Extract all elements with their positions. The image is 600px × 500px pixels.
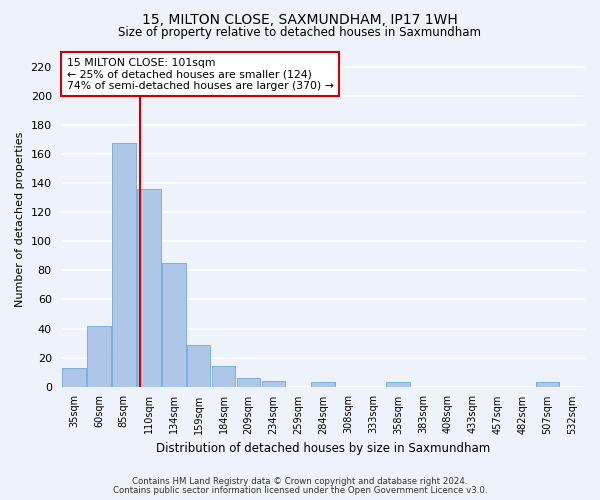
Bar — [137, 189, 161, 386]
Bar — [536, 382, 559, 386]
Bar — [262, 381, 285, 386]
Text: Size of property relative to detached houses in Saxmundham: Size of property relative to detached ho… — [119, 26, 482, 39]
Bar — [236, 378, 260, 386]
Text: 15 MILTON CLOSE: 101sqm
← 25% of detached houses are smaller (124)
74% of semi-d: 15 MILTON CLOSE: 101sqm ← 25% of detache… — [67, 58, 334, 90]
Text: Contains HM Land Registry data © Crown copyright and database right 2024.: Contains HM Land Registry data © Crown c… — [132, 477, 468, 486]
Bar — [187, 344, 211, 387]
Bar — [87, 326, 111, 386]
Bar — [386, 382, 410, 386]
Bar — [311, 382, 335, 386]
Bar — [162, 263, 185, 386]
Text: 15, MILTON CLOSE, SAXMUNDHAM, IP17 1WH: 15, MILTON CLOSE, SAXMUNDHAM, IP17 1WH — [142, 12, 458, 26]
Bar — [212, 366, 235, 386]
Bar — [62, 368, 86, 386]
Text: Contains public sector information licensed under the Open Government Licence v3: Contains public sector information licen… — [113, 486, 487, 495]
X-axis label: Distribution of detached houses by size in Saxmundham: Distribution of detached houses by size … — [156, 442, 490, 455]
Y-axis label: Number of detached properties: Number of detached properties — [15, 132, 25, 308]
Bar — [112, 142, 136, 386]
